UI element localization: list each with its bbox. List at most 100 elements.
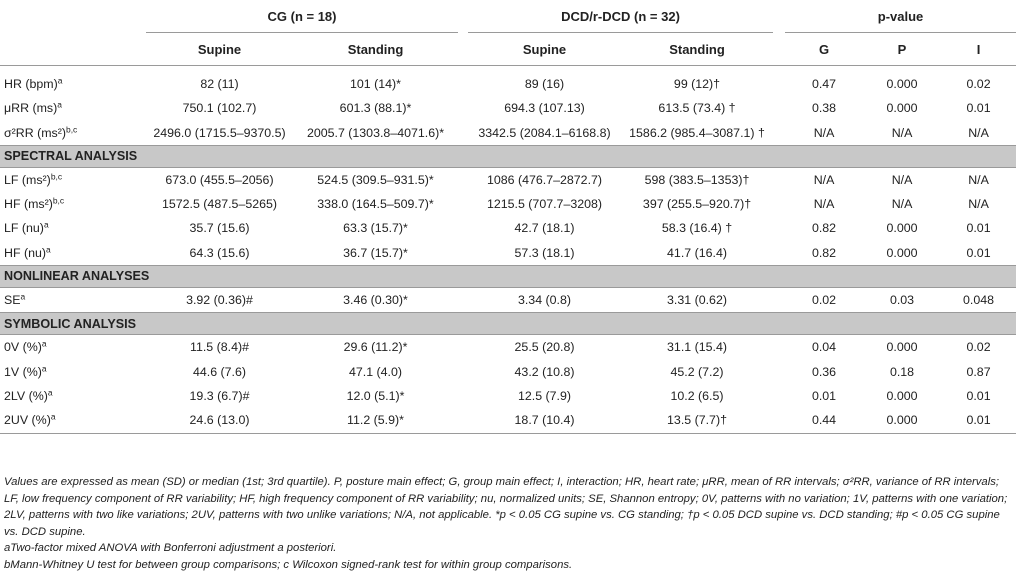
cell-dcd-standing: 598 (383.5–1353)† [644, 172, 750, 187]
column-gap [458, 167, 468, 192]
table-body: HR (bpm)a 82 (11) 101 (14)* 89 (16) 99 (12)†… [0, 66, 1016, 434]
cell-p-interaction: 0.01 [966, 221, 991, 236]
cell-dcd-supine: 57.3 (18.1) [514, 245, 575, 260]
pvalue-group-header: p-value [785, 0, 1016, 33]
cell-dcd-supine: 694.3 (107.13) [504, 101, 585, 116]
table-row: SEa 3.92 (0.36)# 3.46 (0.30)* 3.34 (0.8) 3.3… [0, 288, 1016, 313]
table-row: μRR (ms)a 750.1 (102.7) 601.3 (88.1)* 694.3… [0, 96, 1016, 120]
cell-p-interaction: 0.01 [966, 101, 991, 116]
row-label: 2UV (%)a [0, 408, 146, 434]
column-gap [773, 360, 785, 384]
cell-p-posture: 0.000 [886, 101, 918, 116]
cell-p-interaction: 0.87 [966, 364, 991, 379]
column-gap [773, 96, 785, 120]
cell-p-interaction: 0.01 [966, 245, 991, 260]
cell-cg-supine: 24.6 (13.0) [146, 408, 293, 434]
column-gap [458, 335, 468, 360]
cell-p-posture: 0.000 [886, 221, 918, 236]
cell-dcd-standing: 1586.2 (985.4–3087.1) † [629, 125, 765, 140]
cell-cg-supine: 2496.0 (1715.5–9370.5) [153, 125, 286, 140]
cell-cg-standing: 2005.7 (1303.8–4071.6)* [306, 125, 445, 140]
cell-dcd-supine: 42.7 (18.1) [514, 221, 575, 236]
row-label-superscript: a [46, 244, 51, 255]
row-label-text: 2LV (%) [4, 388, 48, 403]
column-gap [458, 192, 468, 216]
cell-p-posture: 0.000 [886, 340, 918, 355]
column-gap [458, 96, 468, 120]
cell-p-posture: N/A [891, 125, 913, 140]
cell-p-group: 0.82 [811, 245, 837, 260]
table-row: σ²RR (ms²)b,c 2496.0 (1715.5–9370.5) 2005.… [0, 121, 1016, 146]
section-header-row: NONLINEAR ANALYSES [0, 265, 1016, 289]
cell-p-interaction: N/A [968, 197, 989, 212]
row-label-superscript: b,c [66, 123, 78, 134]
cell-cg-standing: 29.6 (11.2)* [343, 340, 408, 355]
cell-dcd-standing: 3.31 (0.62) [667, 293, 727, 308]
section-title: SYMBOLIC ANALYSIS [0, 312, 1016, 336]
table-row: HR (bpm)a 82 (11) 101 (14)* 89 (16) 99 (12)†… [0, 66, 1016, 97]
column-gap [773, 66, 785, 97]
cell-cg-standing: 601.3 (88.1)* [339, 101, 412, 116]
row-label: SEa [0, 288, 146, 313]
column-gap [458, 66, 468, 97]
subheader-p-group: G [818, 41, 830, 57]
cell-p-group: 0.01 [811, 388, 837, 403]
row-label-superscript: a [43, 219, 49, 230]
cell-cg-supine: 44.6 (7.6) [192, 364, 247, 379]
cell-cg-standing: 101 (14)* [350, 76, 401, 91]
row-label-superscript: b,c [50, 171, 63, 182]
cell-dcd-supine: 1086 (476.7–2872.7) [486, 172, 603, 187]
subheader-dcd-supine: Supine [522, 41, 567, 57]
cell-dcd-standing: 31.1 (15.4) [667, 340, 727, 355]
cell-p-group: 0.44 [785, 408, 864, 434]
row-label: σ²RR (ms²)b,c [0, 121, 146, 146]
row-label-superscript: a [57, 75, 63, 86]
cell-cg-supine: 82 (11) [200, 76, 239, 91]
table-row: 0V (%)a 11.5 (8.4)# 29.6 (11.2)* 25.5 (20.8… [0, 335, 1016, 360]
cell-cg-supine: 64.3 (15.6) [189, 245, 250, 260]
cell-dcd-supine: 89 (16) [524, 76, 565, 91]
group-header-row: CG (n = 18) DCD/r-DCD (n = 32) p-value [0, 0, 1016, 33]
footnote-b: bMann-Whitney U test for between group c… [4, 558, 573, 571]
cell-cg-supine: 673.0 (455.5–2056) [165, 172, 274, 187]
row-label: μRR (ms)a [0, 96, 146, 120]
column-gap [458, 360, 468, 384]
row-label-superscript: a [47, 387, 53, 398]
cell-cg-standing: 338.0 (164.5–509.7)* [317, 197, 434, 212]
cell-dcd-supine: 3342.5 (2084.1–6168.8) [478, 125, 611, 140]
table-row: LF (nu)a 35.7 (15.6) 63.3 (15.7)* 42.7 (18.… [0, 216, 1016, 240]
row-label-superscript: a [41, 338, 47, 349]
column-gap [773, 192, 785, 216]
row-label-text: 2UV (%) [4, 413, 51, 428]
subheader-p-interaction: I [976, 41, 981, 57]
cell-dcd-supine: 1215.5 (707.7–3208) [486, 197, 603, 212]
table-row: 2UV (%)a 24.6 (13.0) 11.2 (5.9)* 18.7 (10.4… [0, 408, 1016, 434]
row-label-superscript: a [20, 291, 26, 302]
cell-cg-standing: 11.2 (5.9)* [293, 408, 458, 434]
row-label: 2LV (%)a [0, 384, 146, 408]
footnote-a: aTwo-factor mixed ANOVA with Bonferroni … [4, 542, 337, 555]
column-gap [773, 167, 785, 192]
cell-p-group: 0.04 [811, 340, 837, 355]
cell-p-posture: 0.18 [889, 364, 915, 379]
cell-dcd-supine: 25.5 (20.8) [514, 340, 575, 355]
cell-p-interaction: 0.01 [941, 408, 1016, 434]
cell-dcd-standing: 99 (12)† [673, 76, 721, 91]
cell-cg-standing: 12.0 (5.1)* [346, 388, 405, 403]
cell-dcd-standing: 13.5 (7.7)† [621, 408, 774, 434]
row-label: HF (nu)a [0, 241, 146, 266]
column-gap [773, 335, 785, 360]
cell-p-posture: 0.000 [886, 388, 918, 403]
cell-cg-standing: 63.3 (15.7)* [343, 221, 408, 236]
column-gap [458, 408, 468, 434]
cell-cg-supine: 35.7 (15.6) [189, 221, 250, 236]
column-gap [773, 216, 785, 240]
row-label-text: 0V (%) [4, 340, 42, 355]
row-label-text: LF (nu) [4, 221, 44, 236]
cell-p-interaction: N/A [968, 172, 989, 187]
cell-p-posture: N/A [891, 172, 913, 187]
cell-dcd-supine: 43.2 (10.8) [514, 364, 575, 379]
row-label-text: μRR (ms) [4, 101, 58, 116]
subheader-dcd-standing: Standing [669, 41, 725, 57]
column-gap [458, 121, 468, 146]
